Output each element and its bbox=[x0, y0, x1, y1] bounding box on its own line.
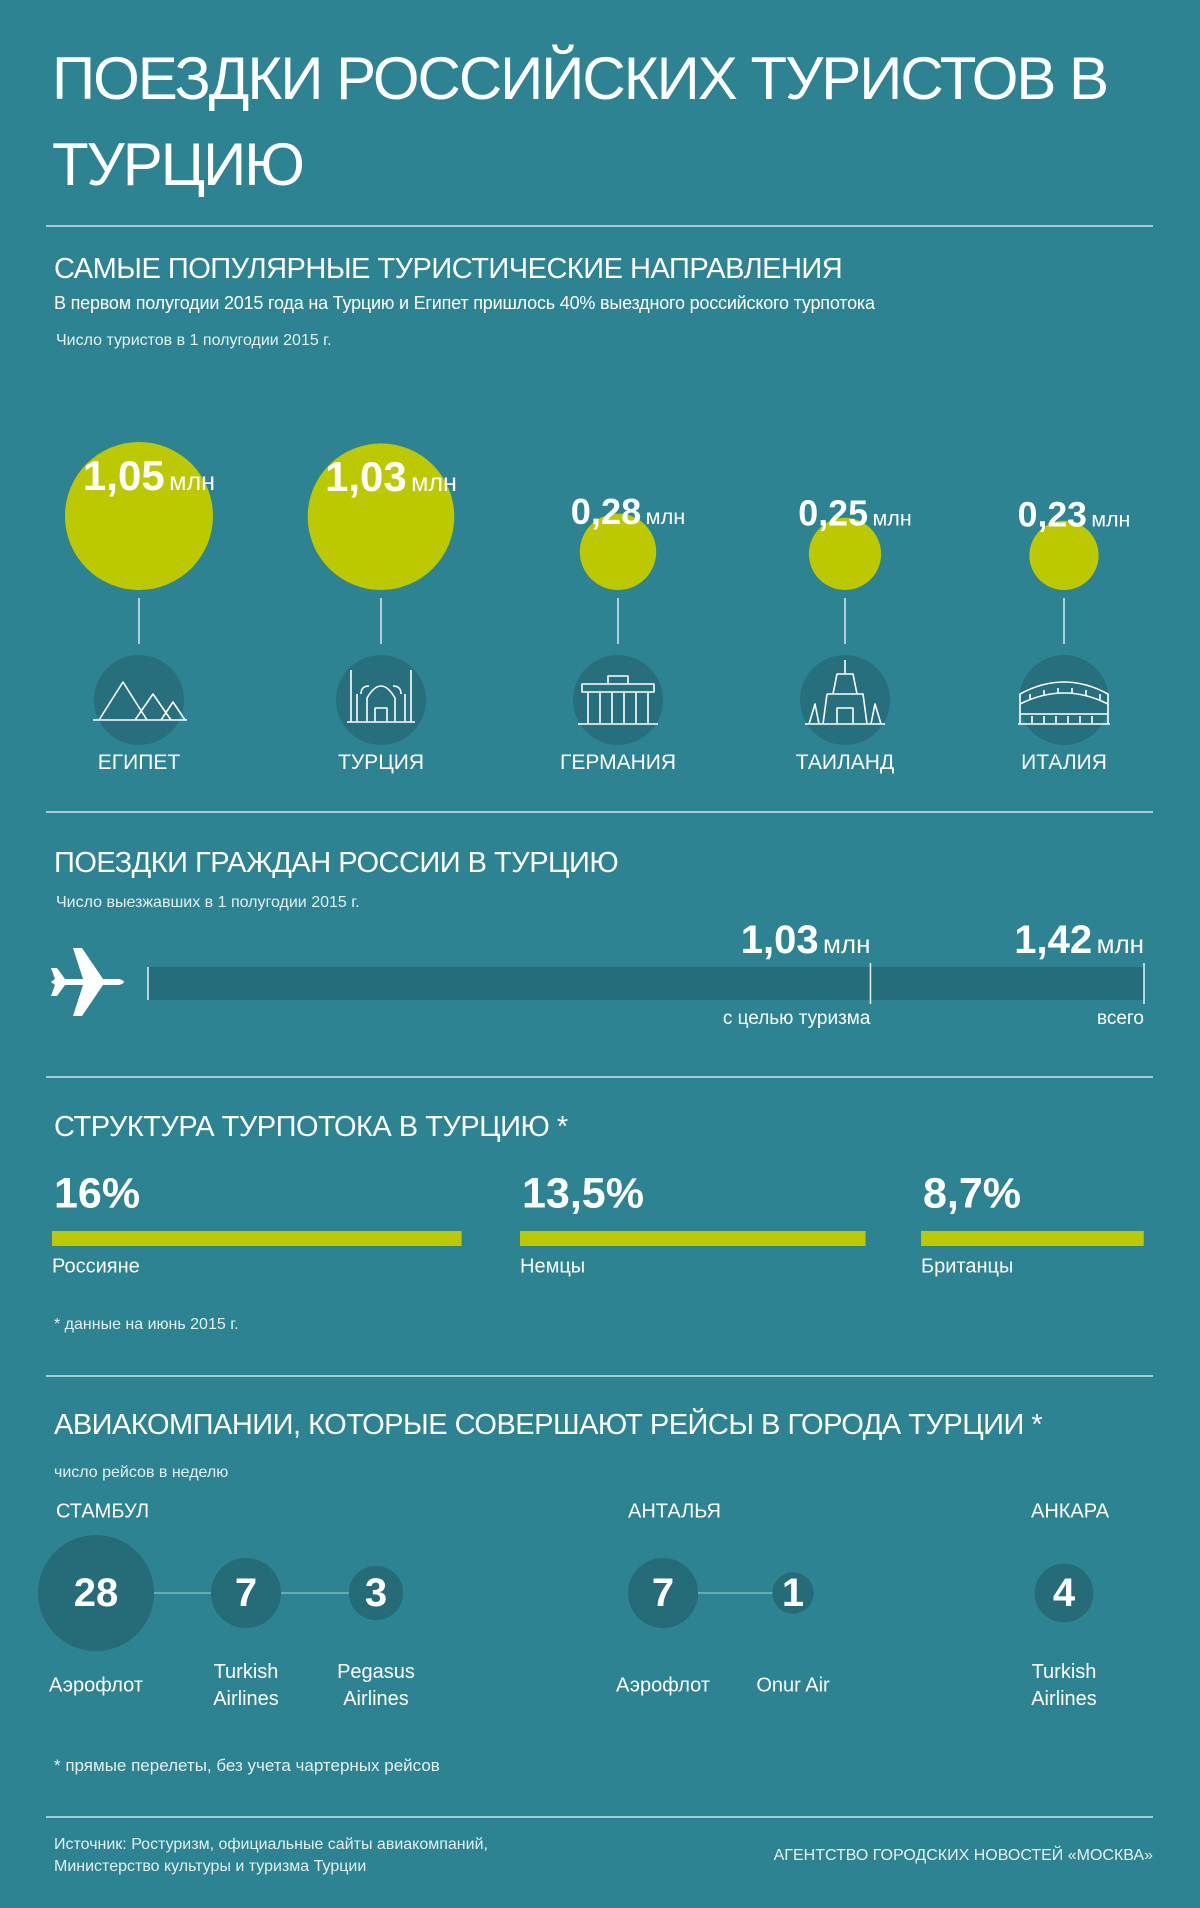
bar bbox=[148, 967, 1144, 1000]
bar bbox=[52, 1231, 462, 1246]
category-label: ГЕРМАНИЯ bbox=[559, 750, 677, 774]
landmark-icon bbox=[93, 681, 187, 721]
value: 0,23 bbox=[1017, 494, 1087, 535]
bubble bbox=[37, 1534, 155, 1652]
value-label: 1,03 млн bbox=[325, 453, 457, 501]
unit: млн bbox=[169, 467, 216, 496]
value: 0,25 bbox=[798, 493, 869, 534]
bubble bbox=[627, 1557, 699, 1629]
section-note: Число выезжавших в 1 полугодии 2015 г. bbox=[56, 894, 360, 911]
bubble bbox=[579, 513, 657, 590]
landmark-icon bbox=[805, 660, 885, 725]
icon-bg bbox=[94, 655, 184, 745]
city-name: СТАМБУЛ bbox=[56, 1500, 150, 1523]
bar-label: всего bbox=[1096, 1008, 1144, 1030]
value: 1,42 bbox=[1014, 918, 1093, 962]
icon-bg bbox=[573, 655, 663, 745]
value: 1,05 bbox=[82, 451, 165, 499]
unit: млн bbox=[645, 503, 686, 529]
airline-name: Onur Air bbox=[756, 1674, 830, 1697]
value-label: 13,5% bbox=[522, 1169, 644, 1218]
value-label: 16% bbox=[54, 1169, 141, 1218]
airline-name: Pegasus Airlines bbox=[337, 1661, 415, 1710]
category-label: ИТАЛИЯ bbox=[1021, 750, 1107, 774]
category-label: ТАИЛАНД bbox=[795, 750, 895, 774]
airline-name: Turkish Airlines bbox=[1031, 1661, 1097, 1710]
city-name: АНТАЛЬЯ bbox=[628, 1500, 721, 1523]
value-label: 8,7% bbox=[923, 1169, 1022, 1218]
bar bbox=[921, 1231, 1144, 1246]
bar-label: с целью туризма bbox=[722, 1008, 871, 1030]
icon-bg bbox=[336, 655, 426, 745]
value-label: 4 bbox=[1052, 1571, 1076, 1615]
value-label: 1,05 млн bbox=[83, 452, 215, 500]
section-title: ПОЕЗДКИ ГРАЖДАН РОССИИ В ТУРЦИЮ bbox=[54, 847, 619, 879]
city-name: АНКАРА bbox=[1031, 1500, 1110, 1523]
bar-label: Британцы bbox=[921, 1255, 1014, 1278]
landmark-icon bbox=[1018, 681, 1110, 725]
unit: млн bbox=[1096, 929, 1144, 959]
bar-label: Немцы bbox=[520, 1255, 586, 1278]
value-label: 7 bbox=[651, 1571, 675, 1615]
value: 1,03 bbox=[325, 452, 407, 500]
agency: АГЕНТСТВО ГОРОДСКИХ НОВОСТЕЙ «МОСКВА» bbox=[773, 1847, 1153, 1864]
page-title: ПОЕЗДКИ РОССИЙСКИХ ТУРИСТОВ В ТУРЦИЮ bbox=[52, 45, 1109, 198]
bar bbox=[520, 1231, 866, 1246]
footnote: * данные на июнь 2015 г. bbox=[54, 1316, 239, 1333]
value-label: 28 bbox=[73, 1571, 119, 1615]
airline-name: Аэрофлот bbox=[616, 1674, 710, 1697]
section-title: АВИАКОМПАНИИ, КОТОРЫЕ СОВЕРШАЮТ РЕЙСЫ В … bbox=[54, 1409, 1043, 1441]
bubble bbox=[65, 442, 213, 590]
section-subtitle: В первом полугодии 2015 года на Турцию и… bbox=[54, 293, 875, 313]
bubble bbox=[1029, 520, 1099, 590]
category-label: ТУРЦИЯ bbox=[338, 750, 424, 774]
unit: млн bbox=[872, 506, 912, 531]
bubble bbox=[210, 1557, 282, 1629]
bubble bbox=[307, 443, 455, 590]
landmark-icon bbox=[347, 670, 415, 723]
bar-label: Россияне bbox=[52, 1255, 140, 1278]
value-label: 0,23 млн bbox=[1018, 495, 1131, 536]
value-label: 3 bbox=[364, 1571, 388, 1615]
airline-name: Turkish Airlines bbox=[213, 1661, 279, 1710]
footnote: * прямые перелеты, без учета чартерных р… bbox=[54, 1756, 440, 1775]
section-note: число рейсов в неделю bbox=[54, 1464, 229, 1481]
value-label: 0,28 млн bbox=[571, 491, 685, 533]
value-label: 7 bbox=[234, 1571, 258, 1615]
unit: млн bbox=[823, 929, 871, 959]
section-note: Число туристов в 1 полугодии 2015 г. bbox=[56, 332, 332, 349]
bubble bbox=[348, 1565, 404, 1621]
section-title: СТРУКТУРА ТУРПОТОКА В ТУРЦИЮ * bbox=[54, 1111, 568, 1143]
value-label: 0,25 млн bbox=[798, 493, 911, 534]
value-label: 1,03 млн bbox=[741, 917, 871, 963]
unit: млн bbox=[1091, 507, 1131, 532]
section-title: САМЫЕ ПОПУЛЯРНЫЕ ТУРИСТИЧЕСКИЕ НАПРАВЛЕН… bbox=[54, 253, 843, 285]
landmark-icon bbox=[578, 675, 658, 725]
value: 1,03 bbox=[740, 918, 819, 962]
unit: млн bbox=[411, 468, 457, 497]
bubble bbox=[808, 517, 882, 591]
plane-icon bbox=[51, 948, 124, 1016]
value-label: 1,42 млн bbox=[1014, 917, 1144, 963]
value: 0,28 bbox=[570, 490, 642, 532]
category-label: ЕГИПЕТ bbox=[97, 750, 181, 774]
bubble bbox=[1034, 1563, 1094, 1623]
airline-name: Аэрофлот bbox=[49, 1674, 143, 1697]
icon-bg bbox=[1019, 655, 1109, 745]
value-label: 1 bbox=[781, 1571, 805, 1615]
source: Источник: Ростуризм, официальные сайты а… bbox=[54, 1836, 488, 1875]
bubble bbox=[772, 1572, 814, 1614]
